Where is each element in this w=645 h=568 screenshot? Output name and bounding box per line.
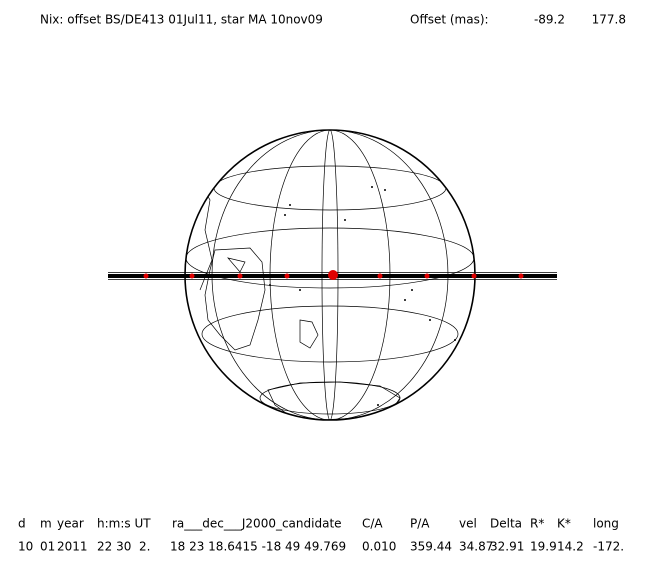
column-header: vel — [459, 517, 477, 531]
column-value: 14.2 — [557, 540, 584, 554]
column-header: ra___dec___J2000_candidate — [172, 517, 342, 531]
column-header: h:m:s UT — [97, 517, 151, 531]
column-value: 10 — [18, 540, 33, 554]
column-header: Delta — [490, 517, 522, 531]
occultation-path — [108, 270, 557, 280]
column-value: 19.9 — [530, 540, 557, 554]
column-value: 2011 — [57, 540, 88, 554]
column-value: 34.87 — [459, 540, 493, 554]
column-header: m — [40, 517, 52, 531]
column-header: R* — [530, 517, 544, 531]
column-header: C/A — [362, 517, 383, 531]
column-value: 18 23 18.6415 -18 49 49.769 — [170, 540, 346, 554]
column-header: long — [593, 517, 619, 531]
column-value: 01 — [40, 540, 55, 554]
column-header: K* — [557, 517, 571, 531]
column-header: P/A — [410, 517, 430, 531]
column-value: 0.010 — [362, 540, 396, 554]
column-header: year — [57, 517, 84, 531]
column-header: d — [18, 517, 26, 531]
offset-value: -89.2 — [534, 13, 565, 27]
column-value: 22 30 2. — [97, 540, 150, 554]
offset-label: Offset (mas): — [410, 13, 489, 27]
column-value: -172. — [593, 540, 624, 554]
column-value: 359.44 — [410, 540, 452, 554]
offset-value: 177.8 — [592, 13, 626, 27]
column-value: 32.91 — [490, 540, 524, 554]
title: Nix: offset BS/DE413 01Jul11, star MA 10… — [40, 13, 323, 27]
